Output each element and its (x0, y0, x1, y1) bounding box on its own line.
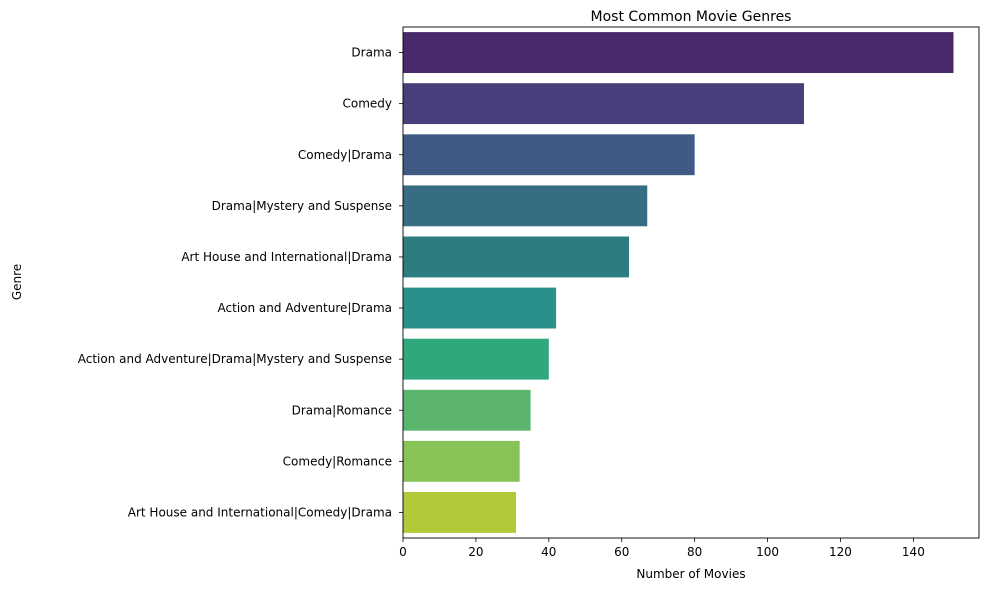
x-axis-label: Number of Movies (636, 567, 745, 581)
bar-9 (403, 492, 517, 533)
x-tick-label-1: 20 (468, 545, 483, 559)
y-tick-label-2: Comedy|Drama (298, 148, 392, 162)
y-tick-label-1: Comedy (342, 97, 392, 111)
x-ticks: 0 20 40 60 80 100 120 140 (399, 538, 925, 559)
y-tick-label-6: Action and Adventure|Drama|Mystery and S… (78, 352, 392, 366)
x-tick-label-2: 40 (541, 545, 556, 559)
x-tick-label-4: 80 (687, 545, 702, 559)
y-tick-label-3: Drama|Mystery and Suspense (212, 199, 392, 213)
y-tick-label-4: Art House and International|Drama (181, 250, 392, 264)
y-tick-labels: Drama Comedy Comedy|Drama Drama|Mystery and… (78, 46, 403, 519)
plot-frame (402, 26, 980, 539)
x-tick-label-5: 100 (756, 545, 779, 559)
x-tick-label-3: 60 (614, 545, 629, 559)
bar-1 (403, 83, 805, 125)
y-tick-label-8: Comedy|Romance (283, 454, 392, 468)
x-tick-label-0: 0 (399, 545, 407, 559)
bar-2 (403, 134, 695, 176)
bar-4 (403, 236, 630, 278)
bar-3 (403, 185, 648, 227)
bar-6 (403, 338, 549, 380)
x-tick-label-6: 120 (829, 545, 852, 559)
y-tick-label-0: Drama (351, 46, 392, 60)
bar-5 (403, 287, 557, 329)
bar-0 (403, 32, 954, 73)
bar-8 (403, 440, 520, 482)
x-tick-label-7: 140 (902, 545, 925, 559)
bar-7 (403, 389, 531, 431)
y-tick-label-5: Action and Adventure|Drama (218, 301, 392, 315)
chart-title: Most Common Movie Genres (591, 9, 792, 25)
y-tick-label-7: Drama|Romance (292, 403, 392, 417)
y-tick-label-9: Art House and International|Comedy|Drama (128, 505, 392, 519)
bars-group (403, 32, 954, 533)
y-axis-label: Genre (10, 264, 24, 300)
